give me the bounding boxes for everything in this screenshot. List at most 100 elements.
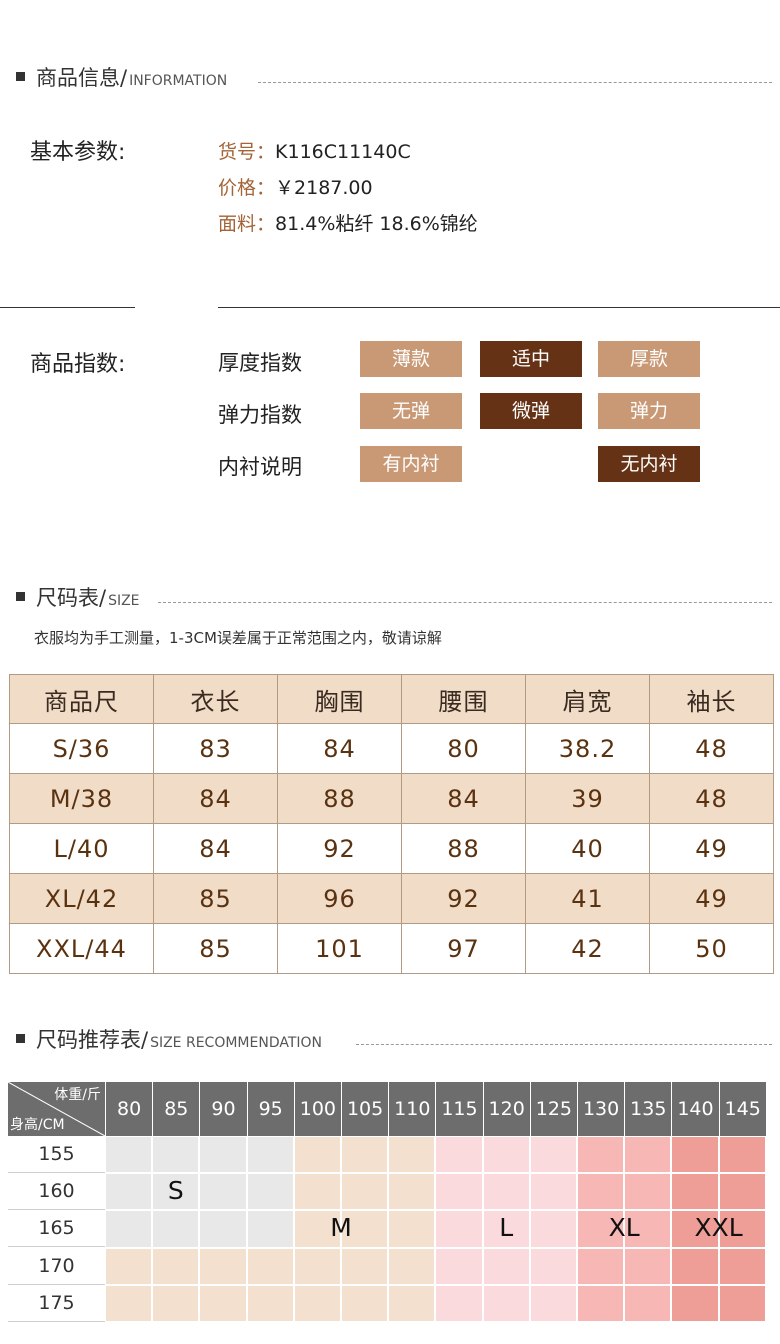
weight-header-130: 130 (577, 1082, 625, 1136)
table-cell: 88 (401, 823, 526, 874)
table-row: XXL/44 85 101 97 42 50 (9, 923, 774, 974)
size-label-l: L (499, 1213, 514, 1242)
height-header-170: 170 (8, 1248, 105, 1285)
grid-cell (577, 1136, 625, 1174)
table-row: XL/42 85 96 92 41 49 (9, 873, 774, 924)
table-cell: 49 (649, 873, 774, 924)
grid-cell (152, 1247, 200, 1285)
grid-cell (105, 1247, 153, 1285)
table-cell: XL/42 (9, 873, 154, 924)
grid-cell (293, 1210, 341, 1248)
header-cell: 袖长 (649, 674, 774, 724)
thickness-index-label: 厚度指数 (218, 351, 302, 375)
lining-label: 内衬说明 (218, 455, 302, 479)
height-header-165: 165 (8, 1210, 105, 1248)
measurement-note: 衣服均为手工测量，1-3CM误差属于正常范围之内，敬请谅解 (34, 629, 442, 647)
grid-cell (341, 1210, 389, 1248)
grid-cell (105, 1210, 153, 1248)
size-table-header-row: 商品尺 衣长 胸围 腰围 肩宽 袖长 (9, 674, 774, 724)
table-cell: 97 (401, 923, 526, 974)
heading-dash-line (158, 602, 772, 603)
grid-cell (624, 1247, 672, 1285)
grid-cell (341, 1247, 389, 1285)
grid-cell (293, 1284, 341, 1322)
table-cell: 49 (649, 823, 774, 874)
grid-cell (388, 1284, 436, 1322)
weight-header-110: 110 (388, 1082, 436, 1136)
height-header-155: 155 (8, 1136, 105, 1173)
grid-cell (671, 1247, 719, 1285)
grid-cell (246, 1173, 294, 1211)
table-cell: 50 (649, 923, 774, 974)
grid-cell (199, 1210, 247, 1248)
divider-right (218, 307, 780, 308)
heading-dash-line (356, 1044, 772, 1045)
table-cell: 84 (401, 773, 526, 824)
square-bullet-icon (16, 1034, 25, 1043)
grid-cell (671, 1284, 719, 1322)
grid-cell (105, 1284, 153, 1322)
grid-cell (435, 1210, 483, 1248)
grid-cell (718, 1173, 766, 1211)
grid-corner-header: 体重/斤 身高/CM (8, 1082, 105, 1136)
grid-cell (624, 1284, 672, 1322)
weight-header-90: 90 (199, 1082, 247, 1136)
table-cell: 92 (277, 823, 402, 874)
grid-cell (152, 1136, 200, 1174)
table-cell: M/38 (9, 773, 154, 824)
grid-cell (435, 1173, 483, 1211)
table-cell: 83 (153, 723, 278, 774)
table-cell: 85 (153, 923, 278, 974)
grid-cell (341, 1136, 389, 1174)
grid-cell (624, 1210, 672, 1248)
table-cell: 92 (401, 873, 526, 924)
header-cell: 腰围 (401, 674, 526, 724)
table-cell: 48 (649, 723, 774, 774)
size-label-m: M (330, 1213, 352, 1242)
table-cell: 96 (277, 873, 402, 924)
grid-cell (388, 1247, 436, 1285)
table-cell: 101 (277, 923, 402, 974)
chip-thin: 薄款 (360, 341, 462, 377)
weight-header-140: 140 (671, 1082, 719, 1136)
grid-cell (482, 1210, 530, 1248)
grid-cell (388, 1136, 436, 1174)
grid-cell (577, 1173, 625, 1211)
grid-cell (435, 1284, 483, 1322)
grid-cell (152, 1173, 200, 1211)
weight-header-95: 95 (246, 1082, 294, 1136)
grid-cell (671, 1173, 719, 1211)
recommendation-section-heading: 尺码推荐表/SIZE RECOMMENDATION (12, 1024, 772, 1052)
grid-cell (199, 1284, 247, 1322)
price-line: 价格：￥2187.00 (218, 173, 373, 200)
grid-cell (246, 1210, 294, 1248)
product-index-label: 商品指数: (30, 352, 126, 377)
grid-cell (199, 1136, 247, 1174)
table-cell: L/40 (9, 823, 154, 874)
grid-cell (577, 1247, 625, 1285)
table-cell: 84 (153, 823, 278, 874)
weight-header-145: 145 (718, 1082, 766, 1136)
grid-cell (199, 1173, 247, 1211)
grid-cell (529, 1210, 577, 1248)
height-header-175: 175 (8, 1285, 105, 1322)
table-cell: 40 (525, 823, 650, 874)
grid-cell (482, 1284, 530, 1322)
table-cell: S/36 (9, 723, 154, 774)
weight-header-125: 125 (529, 1082, 577, 1136)
grid-cell (529, 1284, 577, 1322)
elasticity-index-label: 弹力指数 (218, 403, 302, 427)
grid-cell (388, 1210, 436, 1248)
table-cell: XXL/44 (9, 923, 154, 974)
grid-cell (671, 1210, 719, 1248)
grid-cell (577, 1284, 625, 1322)
size-label-xxl: XXL (694, 1213, 743, 1242)
height-header-160: 160 (8, 1173, 105, 1211)
grid-cell (246, 1136, 294, 1174)
grid-cell (341, 1284, 389, 1322)
grid-cell (529, 1173, 577, 1211)
grid-cell (482, 1173, 530, 1211)
weight-header-115: 115 (435, 1082, 483, 1136)
header-cell: 肩宽 (525, 674, 650, 724)
chip-no-lining-selected: 无内衬 (598, 446, 700, 482)
